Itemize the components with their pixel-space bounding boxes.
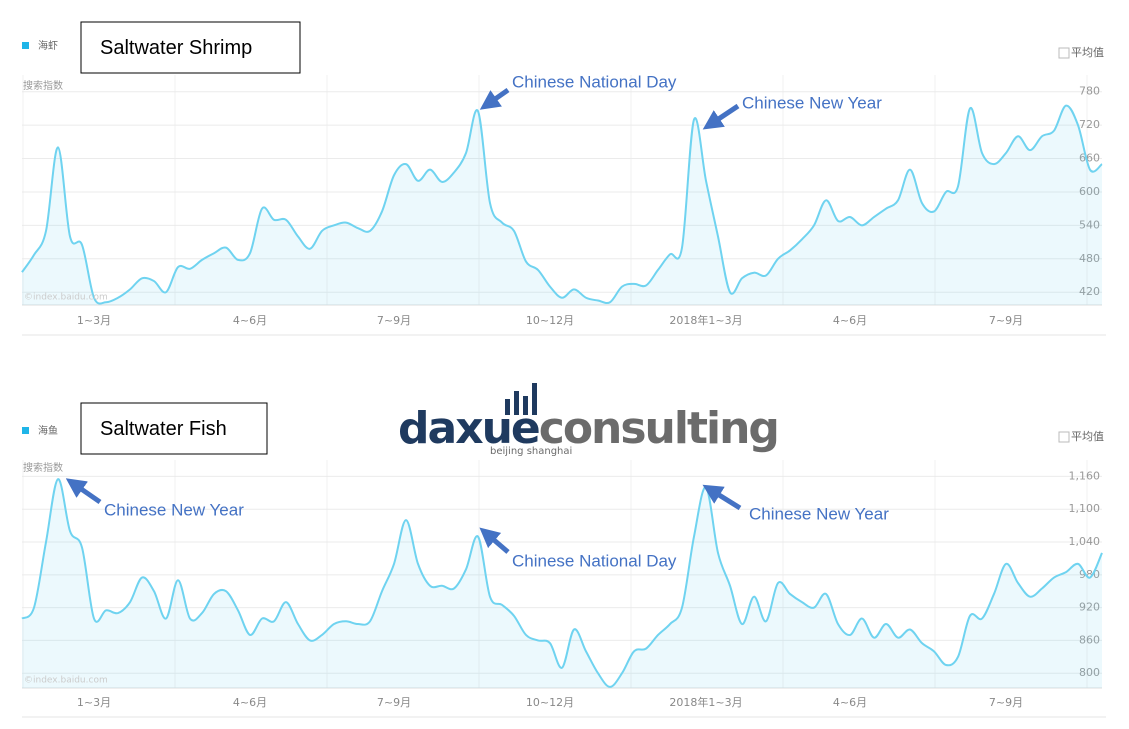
watermark: ©index.baidu.com [24,293,108,303]
annotation: Chinese New Year [749,504,889,523]
x-tick-label: 4~6月 [833,696,867,709]
x-tick-label: 1~3月 [77,314,111,327]
title-box [80,21,301,74]
average-toggle: 平均值 [1071,46,1104,59]
annotation-arrow [479,527,510,554]
logo-text: daxueconsulting [398,403,778,454]
chart-title: Saltwater Fish [100,418,227,440]
logo-bar [532,383,537,415]
legend-swatch [22,42,29,49]
x-tick-label: 7~9月 [377,314,411,327]
chart: 420 480 540 600 660 720 780 1~3月 4~6月 7~9月 10~12月 2… [21,21,1106,336]
x-tick-label: 2018年1~3月 [669,313,742,327]
x-tick-label: 10~12月 [526,314,574,327]
y-tick-label: 660 [1079,152,1100,165]
chart-title: Saltwater Shrimp [100,37,252,59]
x-tick-label: 7~9月 [989,314,1023,327]
x-tick-label: 4~6月 [833,314,867,327]
annotation-arrow [65,478,102,505]
watermark: ©index.baidu.com [24,676,108,686]
legend-swatch [22,427,29,434]
x-tick-label: 10~12月 [526,696,574,709]
y-tick-label: 1,160 [1069,469,1101,482]
x-tick-label: 7~9月 [989,696,1023,709]
annotation-arrow [702,484,742,511]
series-line [21,478,1103,688]
y-tick-label: 1,100 [1069,502,1101,515]
y-tick-label: 600 [1079,185,1100,198]
x-tick-label: 2018年1~3月 [669,695,742,709]
x-tick-label: 1~3月 [77,696,111,709]
average-toggle: 平均值 [1071,430,1104,443]
legend-label: 海虾 [38,39,58,52]
logo-brand: daxue [398,403,539,454]
series-line [21,104,1103,305]
y-tick-label: 540 [1079,218,1100,231]
annotation: Chinese New Year [104,500,244,519]
y-tick-label: 780 [1079,85,1100,98]
y-tick-label: 480 [1079,252,1100,265]
area-fill [22,105,1102,306]
y-tick-label: 860 [1079,633,1100,646]
y-tick-label: 1,040 [1069,535,1101,548]
annotation: Chinese National Day [512,72,677,91]
y-axis-label: 搜索指数 [23,461,63,474]
annotation: Chinese New Year [742,93,882,112]
annotation-arrow [479,87,510,110]
x-tick-label: 7~9月 [377,696,411,709]
y-tick-label: 420 [1079,285,1100,298]
logo-bar [523,396,528,415]
legend-label: 海鱼 [38,424,58,437]
average-checkbox[interactable] [1058,431,1070,443]
logo-bar [505,399,510,415]
average-checkbox[interactable] [1058,47,1070,59]
logo-bar [514,391,519,415]
x-tick-label: 4~6月 [233,314,267,327]
y-tick-label: 720 [1079,118,1100,131]
y-tick-label: 800 [1079,666,1100,679]
logo: daxueconsulting beijing shanghai [398,383,780,457]
annotation-arrow [702,103,740,130]
logo-tagline: beijing shanghai [490,446,572,457]
annotation: Chinese National Day [512,551,677,570]
x-tick-label: 4~6月 [233,696,267,709]
title-box [80,402,268,455]
y-axis-label: 搜索指数 [23,79,63,92]
area-fill [22,479,1102,688]
logo-brand: consulting [539,403,778,454]
y-tick-label: 920 [1079,601,1100,614]
